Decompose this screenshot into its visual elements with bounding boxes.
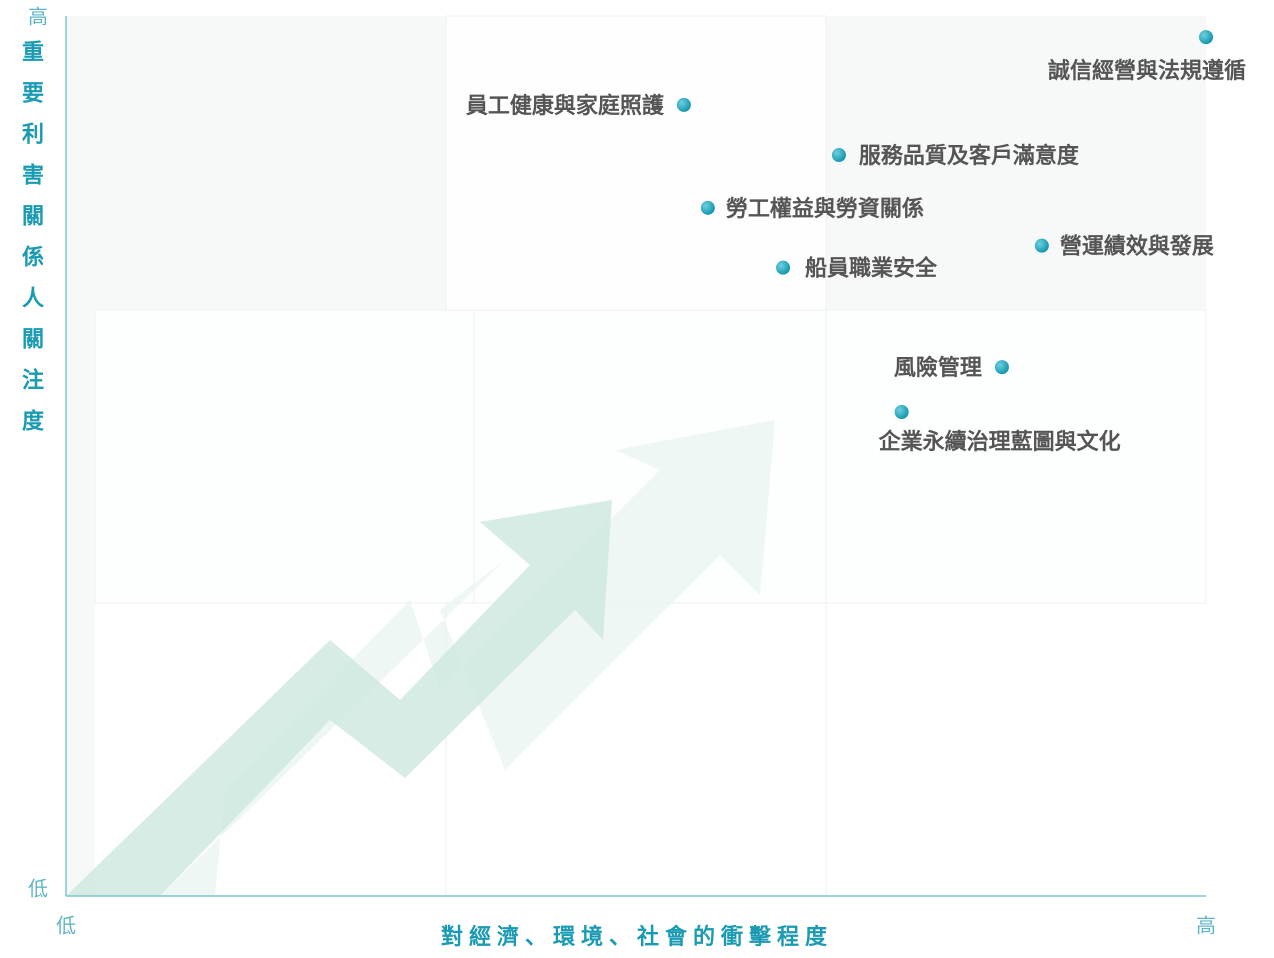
point: [1034, 238, 1049, 253]
y-tick-label: 低: [28, 877, 48, 901]
point-label: 企業永續治理藍圖與文化: [878, 429, 1121, 455]
point: [1199, 30, 1213, 45]
x-axis-title: 對經濟、環境、社會的衝擊程度: [441, 924, 833, 950]
x-tick-label: 高: [1196, 914, 1216, 938]
point: [700, 200, 715, 215]
point: [676, 97, 691, 112]
background: [66, 15, 1207, 896]
point: [831, 148, 846, 163]
point-label: 員工健康與家庭照護: [465, 93, 665, 119]
x-tick-label: 低: [56, 914, 76, 938]
point-label: 營運績效與發展: [1060, 234, 1214, 260]
point-label: 勞工權益與勞資關係: [726, 196, 924, 222]
y-axis-title: 重要利害關係人關注度: [18, 40, 44, 450]
point: [994, 360, 1009, 375]
point-label: 風險管理: [894, 355, 982, 381]
point: [894, 405, 909, 419]
point-label: 服務品質及客戶滿意度: [859, 143, 1080, 169]
point-label: 誠信經營與法規遵循: [1048, 58, 1246, 84]
point-label: 船員職業安全: [805, 256, 938, 282]
point: [776, 260, 791, 275]
y-tick-label: 高: [28, 5, 48, 29]
